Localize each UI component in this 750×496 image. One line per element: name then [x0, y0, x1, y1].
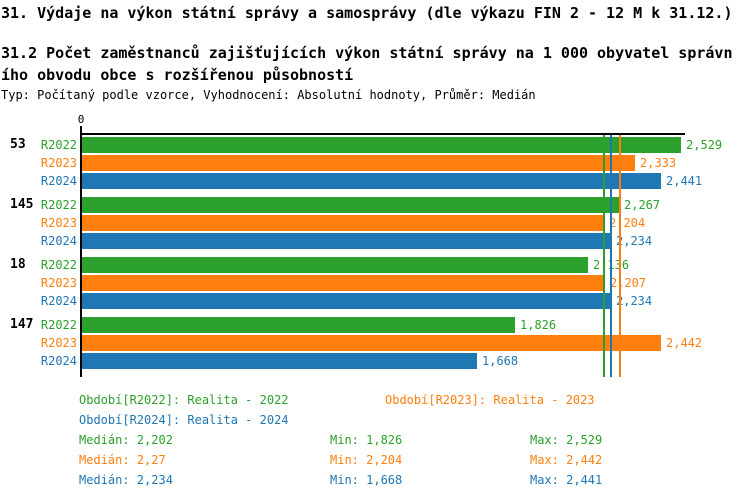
stat-min-r2022: Min: 1,826: [330, 433, 403, 447]
value-label-147-R2022: 1,826: [520, 318, 557, 332]
value-label-147-R2023: 2,442: [666, 336, 703, 350]
median-line-R2022: [603, 135, 605, 377]
legend-item-r2022: Období[R2022]: Realita - 2022: [79, 393, 289, 407]
category-label-145: 145: [10, 197, 34, 212]
stat-min-r2024: Min: 1,668: [330, 473, 403, 487]
bar-18-R2022: [82, 257, 588, 273]
chart-meta: Typ: Počítaný podle vzorce, Vyhodnocení:…: [1, 88, 536, 102]
series-label-53-R2023: R2023: [40, 156, 77, 170]
median-line-R2024: [610, 135, 612, 377]
value-label-53-R2022: 2,529: [686, 138, 723, 152]
value-label-147-R2024: 1,668: [482, 354, 519, 368]
bar-147-R2023: [82, 335, 661, 351]
stat-min-r2023: Min: 2,204: [330, 453, 403, 467]
category-label-147: 147: [10, 317, 34, 332]
bar-18-R2023: [82, 275, 605, 291]
series-label-53-R2024: R2024: [40, 174, 77, 188]
value-label-18-R2023: 2,207: [610, 276, 647, 290]
bar-145-R2022: [82, 197, 619, 213]
series-label-147-R2022: R2022: [40, 318, 77, 332]
page-title: 31. Výdaje na výkon státní správy a samo…: [1, 4, 733, 22]
bar-53-R2022: [82, 137, 681, 153]
value-label-18-R2024: 2,234: [616, 294, 653, 308]
x-axis-zero-label: 0: [77, 113, 85, 126]
category-label-18: 18: [10, 257, 26, 272]
legend-item-r2024: Období[R2024]: Realita - 2024: [79, 413, 289, 427]
stat-max-r2024: Max: 2,441: [530, 473, 603, 487]
y-axis-line: [80, 133, 82, 377]
stat-median-r2024: Medián: 2,234: [79, 473, 173, 487]
bar-18-R2024: [82, 293, 611, 309]
bar-53-R2023: [82, 155, 635, 171]
legend-item-r2023: Období[R2023]: Realita - 2023: [385, 393, 595, 407]
value-label-53-R2024: 2,441: [666, 174, 703, 188]
stat-max-r2022: Max: 2,529: [530, 433, 603, 447]
series-label-18-R2023: R2023: [40, 276, 77, 290]
chart-title: 31.2 Počet zaměstnanců zajišťujících výk…: [1, 44, 733, 84]
series-label-145-R2024: R2024: [40, 234, 77, 248]
bar-147-R2024: [82, 353, 477, 369]
series-label-145-R2022: R2022: [40, 198, 77, 212]
series-label-18-R2024: R2024: [40, 294, 77, 308]
bar-chart: 0 53 R2022 2,529 R2023 2,333 R2024 2,441 145 R20…: [10, 113, 723, 377]
value-label-145-R2024: 2,234: [616, 234, 653, 248]
series-label-147-R2024: R2024: [40, 354, 77, 368]
bar-145-R2023: [82, 215, 604, 231]
value-label-145-R2022: 2,267: [624, 198, 661, 212]
stat-median-r2022: Medián: 2,202: [79, 433, 173, 447]
category-label-53: 53: [10, 137, 26, 152]
value-label-145-R2023: 2,204: [609, 216, 646, 230]
bar-147-R2022: [82, 317, 515, 333]
series-label-147-R2023: R2023: [40, 336, 77, 350]
median-line-R2023: [619, 135, 621, 377]
series-label-53-R2022: R2022: [40, 138, 77, 152]
bar-145-R2024: [82, 233, 611, 249]
value-label-53-R2023: 2,333: [640, 156, 677, 170]
bar-53-R2024: [82, 173, 661, 189]
series-label-18-R2022: R2022: [40, 258, 77, 272]
x-axis-tick: [80, 126, 82, 133]
stat-median-r2023: Medián: 2,27: [79, 453, 166, 467]
series-label-145-R2023: R2023: [40, 216, 77, 230]
x-axis-line: [81, 133, 685, 135]
stat-max-r2023: Max: 2,442: [530, 453, 603, 467]
